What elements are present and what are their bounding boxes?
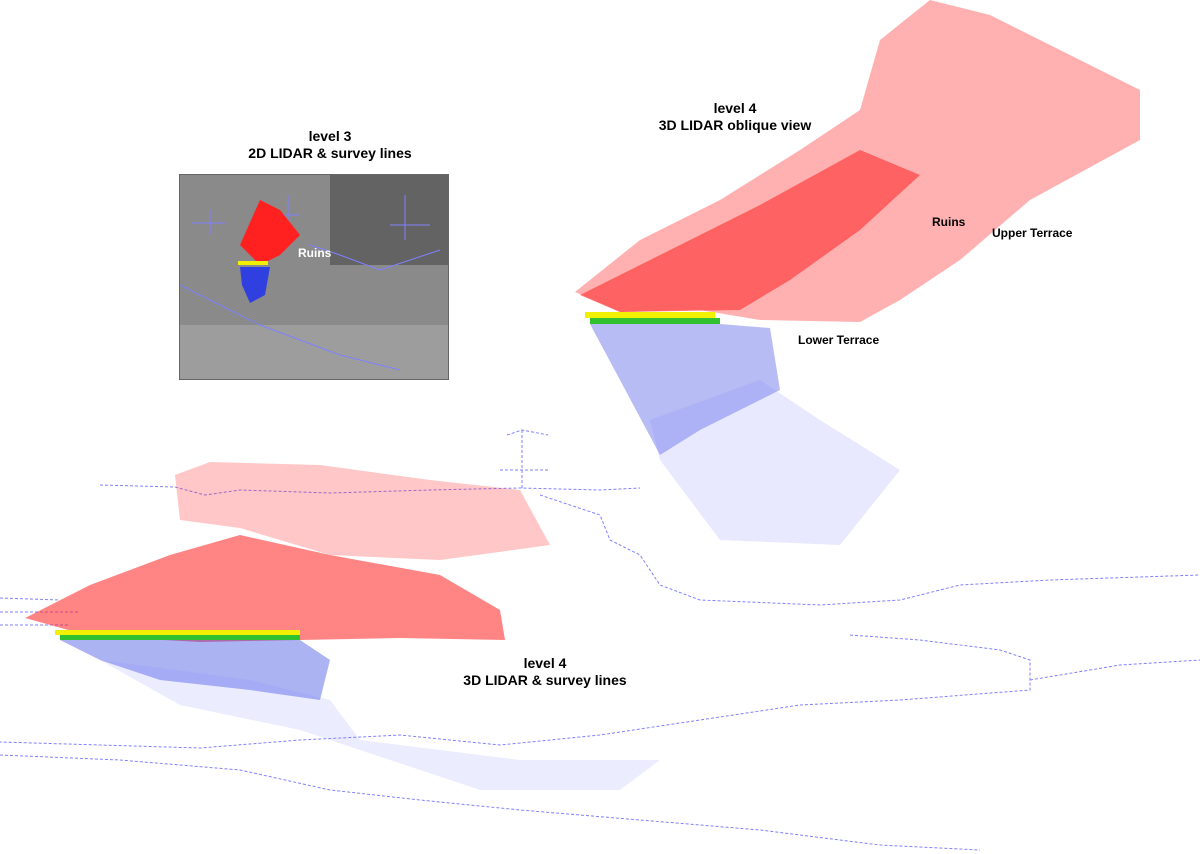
survey-lower-points: [60, 640, 330, 700]
lower-terrace-points: [590, 324, 780, 455]
caption-level4-oblique-line2: 3D LIDAR oblique view: [658, 117, 812, 133]
survey-band-green: [60, 635, 300, 640]
caption-level3-line1: level 3: [308, 128, 352, 144]
survey-band-yellow: [55, 630, 300, 635]
aerial-photo-inset: Ruins: [179, 174, 449, 380]
transition-band-green: [590, 318, 720, 324]
survey-line-top: [99, 484, 641, 496]
caption-level4-oblique-line1: level 4: [713, 100, 757, 116]
survey-line-descent: [539, 494, 1200, 606]
ruins-label: Ruins: [932, 215, 966, 229]
caption-level4-survey: level 4 3D LIDAR & survey lines: [430, 655, 660, 689]
caption-level4-survey-line1: level 4: [523, 655, 567, 671]
survey-lower-faint: [100, 660, 660, 790]
survey-line-branch: [1029, 659, 1200, 681]
survey-lines: [0, 429, 1200, 851]
upper-terrace-label: Upper Terrace: [992, 226, 1073, 240]
upper-terrace-dense: [580, 150, 920, 312]
oblique-point-cloud: [575, 0, 1140, 545]
inset-lower-terrace: [240, 267, 270, 303]
lower-terrace-label: Lower Terrace: [798, 333, 880, 347]
inset-ruins-label: Ruins: [298, 246, 332, 260]
caption-level4-oblique: level 4 3D LIDAR oblique view: [630, 100, 840, 134]
survey-upper-faint: [175, 462, 550, 560]
survey-line-vertical-marker: [500, 429, 549, 490]
inset-upper-terrace: [240, 200, 300, 265]
inset-map: [180, 175, 448, 379]
survey-line-middle: [0, 634, 1031, 749]
transition-band-yellow: [585, 312, 715, 318]
caption-level3: level 3 2D LIDAR & survey lines: [220, 128, 440, 162]
lower-terrace-faint: [650, 380, 900, 545]
survey-point-cloud: [25, 462, 660, 790]
survey-upper-dense: [25, 535, 505, 642]
caption-level4-survey-line2: 3D LIDAR & survey lines: [463, 672, 627, 688]
survey-line-lower: [0, 754, 981, 851]
inset-survey-lines: [180, 195, 441, 371]
caption-level3-line2: 2D LIDAR & survey lines: [248, 145, 412, 161]
inset-transition: [238, 261, 268, 265]
